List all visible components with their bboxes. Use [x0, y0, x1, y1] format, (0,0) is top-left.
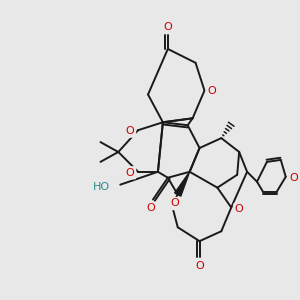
Text: O: O: [170, 199, 179, 208]
Text: O: O: [207, 85, 216, 96]
Text: O: O: [289, 173, 298, 183]
Text: O: O: [147, 203, 155, 214]
Text: O: O: [164, 22, 172, 32]
Text: O: O: [235, 204, 244, 214]
Text: O: O: [126, 126, 135, 136]
Text: O: O: [126, 168, 135, 178]
Polygon shape: [175, 172, 190, 196]
Text: O: O: [195, 261, 204, 271]
Text: HO: HO: [93, 182, 110, 192]
